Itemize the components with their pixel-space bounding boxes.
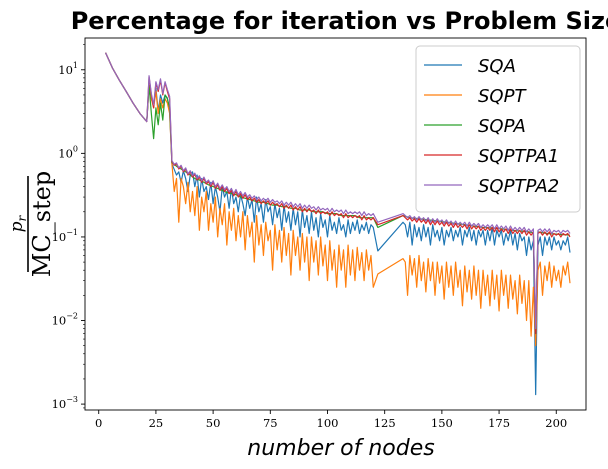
- y-tick-label: 100: [58, 144, 78, 160]
- legend-label-sqa: SQA: [478, 56, 516, 77]
- x-tick-label: 50: [206, 416, 221, 430]
- y-axis-label-numerator-sub: r: [15, 214, 29, 221]
- x-tick-label: 150: [431, 416, 453, 430]
- series-line-sqptpa2: [105, 52, 571, 330]
- y-tick-label: 10−1: [52, 228, 78, 244]
- legend-label-sqptpa1: SQPTPA1: [478, 146, 559, 167]
- axes-layer: 0 25 50 75 100 125 150 175 200 10−3 10−2 10−1 100 101: [52, 37, 587, 430]
- series-line-sqptpa1: [105, 52, 571, 335]
- x-tick-label: 75: [263, 416, 278, 430]
- x-tick-label: 100: [317, 416, 339, 430]
- legend-label-sqpa: SQPA: [478, 116, 526, 137]
- x-tick-label: 25: [149, 416, 164, 430]
- y-axis-label: pr MC_step: [7, 171, 56, 277]
- legend-label-sqpt: SQPT: [478, 86, 527, 107]
- x-tick-label: 125: [374, 416, 396, 430]
- x-tick-label: 175: [488, 416, 510, 430]
- legend-box: [415, 45, 581, 213]
- legend-label-sqptpa2: SQPTPA2: [478, 176, 559, 197]
- y-axis-label-numerator-base: p: [7, 221, 27, 232]
- chart-title: Percentage for iteration vs Problem Size: [71, 7, 608, 35]
- y-axis-label-denominator: MC_step: [28, 171, 56, 277]
- legend: SQA SQPT SQPA SQPTPA1 SQPTPA2: [415, 45, 581, 213]
- series-line-sqpt: [105, 52, 571, 347]
- y-tick-label: 10−3: [52, 395, 78, 411]
- y-axis-label-numerator: pr: [7, 214, 29, 232]
- y-tick-label: 10−2: [52, 312, 78, 328]
- series-line-sqa: [105, 52, 571, 396]
- x-tick-label: 0: [95, 416, 102, 430]
- y-tick-label: 101: [58, 61, 78, 77]
- x-tick-label: 200: [545, 416, 567, 430]
- x-axis-label: number of nodes: [247, 436, 434, 461]
- axes-frame: [84, 37, 587, 411]
- series-layer: [105, 52, 571, 396]
